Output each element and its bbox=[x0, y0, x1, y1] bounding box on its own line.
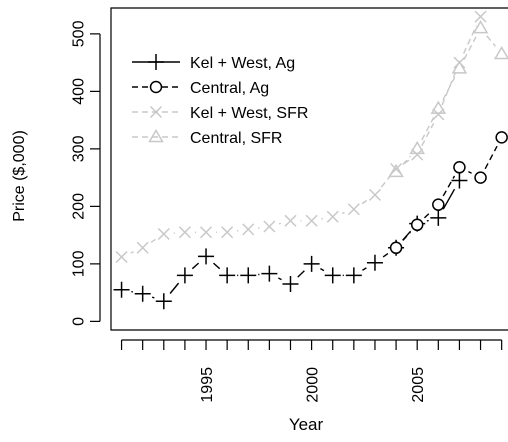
data-point bbox=[179, 227, 190, 238]
data-point bbox=[430, 210, 446, 226]
data-point bbox=[201, 227, 212, 238]
y-tick-label: 200 bbox=[71, 193, 88, 220]
data-point bbox=[282, 276, 298, 292]
data-point bbox=[137, 242, 148, 253]
data-point bbox=[433, 109, 444, 120]
data-point bbox=[411, 142, 424, 153]
data-point bbox=[433, 199, 444, 210]
legend-label: Kel + West, Ag bbox=[190, 55, 295, 72]
series-segment bbox=[443, 77, 455, 100]
data-point bbox=[116, 251, 127, 262]
series-0 bbox=[114, 173, 468, 310]
series-segment bbox=[403, 156, 411, 164]
series-segment bbox=[170, 283, 178, 293]
data-point bbox=[264, 221, 275, 232]
series-segment bbox=[342, 213, 344, 214]
data-point bbox=[474, 22, 487, 33]
data-point bbox=[198, 248, 214, 264]
series-segment bbox=[383, 254, 388, 257]
legend-entry: Kel + West, Ag bbox=[132, 54, 295, 72]
y-tick-label: 400 bbox=[71, 78, 88, 105]
series-segment bbox=[320, 269, 324, 271]
data-point bbox=[135, 286, 151, 302]
data-point bbox=[369, 189, 380, 200]
data-point bbox=[412, 219, 423, 230]
series-layer bbox=[114, 11, 508, 309]
data-point bbox=[156, 293, 172, 309]
series-segment bbox=[151, 239, 155, 242]
data-point bbox=[114, 282, 130, 298]
data-point bbox=[240, 267, 256, 283]
y-tick-label: 100 bbox=[71, 250, 88, 277]
data-point bbox=[219, 267, 235, 283]
series-2 bbox=[116, 11, 486, 262]
series-segment bbox=[422, 117, 434, 140]
y-axis-title: Price ($,000) bbox=[11, 130, 28, 222]
legend-entry: Central, Ag bbox=[132, 80, 269, 97]
series-segment bbox=[381, 177, 389, 187]
data-point bbox=[222, 227, 233, 238]
legend-entry: Kel + West, SFR bbox=[132, 105, 308, 122]
data-point bbox=[390, 165, 403, 176]
series-segment bbox=[362, 268, 366, 270]
series-segment bbox=[422, 123, 434, 146]
data-point bbox=[412, 149, 423, 160]
x-axis-title: Year bbox=[289, 415, 324, 434]
data-point bbox=[495, 48, 508, 59]
data-point bbox=[261, 266, 277, 282]
data-point bbox=[454, 162, 465, 173]
data-point bbox=[327, 211, 338, 222]
x-tick-label: 2000 bbox=[305, 367, 322, 403]
y-tick-label: 300 bbox=[71, 135, 88, 162]
series-segment bbox=[213, 263, 219, 269]
plot-frame bbox=[111, 8, 508, 330]
data-point bbox=[158, 228, 169, 239]
data-point bbox=[451, 173, 467, 189]
x-tick-label: 2005 bbox=[410, 367, 427, 403]
y-tick-label: 500 bbox=[71, 20, 88, 47]
legend-marker bbox=[150, 131, 163, 142]
data-point bbox=[348, 204, 359, 215]
series-segment bbox=[362, 201, 367, 204]
series-segment bbox=[487, 36, 495, 46]
series-segment bbox=[424, 212, 431, 218]
legend: Kel + West, Ag Central, Ag Kel + West, SFR… bbox=[132, 54, 308, 147]
series-segment bbox=[131, 252, 134, 253]
data-point bbox=[367, 255, 383, 271]
legend-label: Central, SFR bbox=[190, 130, 282, 147]
data-point bbox=[285, 215, 296, 226]
series-segment bbox=[468, 172, 471, 174]
data-point bbox=[346, 267, 362, 283]
data-point bbox=[496, 132, 507, 143]
legend-marker bbox=[151, 82, 162, 93]
legend-label: Central, Ag bbox=[190, 80, 269, 97]
legend-entry: Central, SFR bbox=[132, 130, 282, 147]
y-tick-label: 0 bbox=[71, 317, 88, 326]
x-tick-label: 1995 bbox=[199, 367, 216, 403]
legend-label: Kel + West, SFR bbox=[190, 105, 308, 122]
data-point bbox=[243, 224, 254, 235]
data-point bbox=[304, 256, 320, 272]
data-point bbox=[475, 172, 486, 183]
series-segment bbox=[298, 271, 305, 277]
series-segment bbox=[485, 146, 497, 169]
series-3 bbox=[390, 22, 508, 177]
series-segment bbox=[152, 297, 154, 298]
series-segment bbox=[192, 263, 198, 269]
data-point bbox=[391, 242, 402, 253]
legend-marker bbox=[148, 54, 164, 70]
data-point bbox=[325, 267, 341, 283]
data-point bbox=[306, 215, 317, 226]
series-segment bbox=[278, 278, 281, 280]
data-point bbox=[177, 267, 193, 283]
